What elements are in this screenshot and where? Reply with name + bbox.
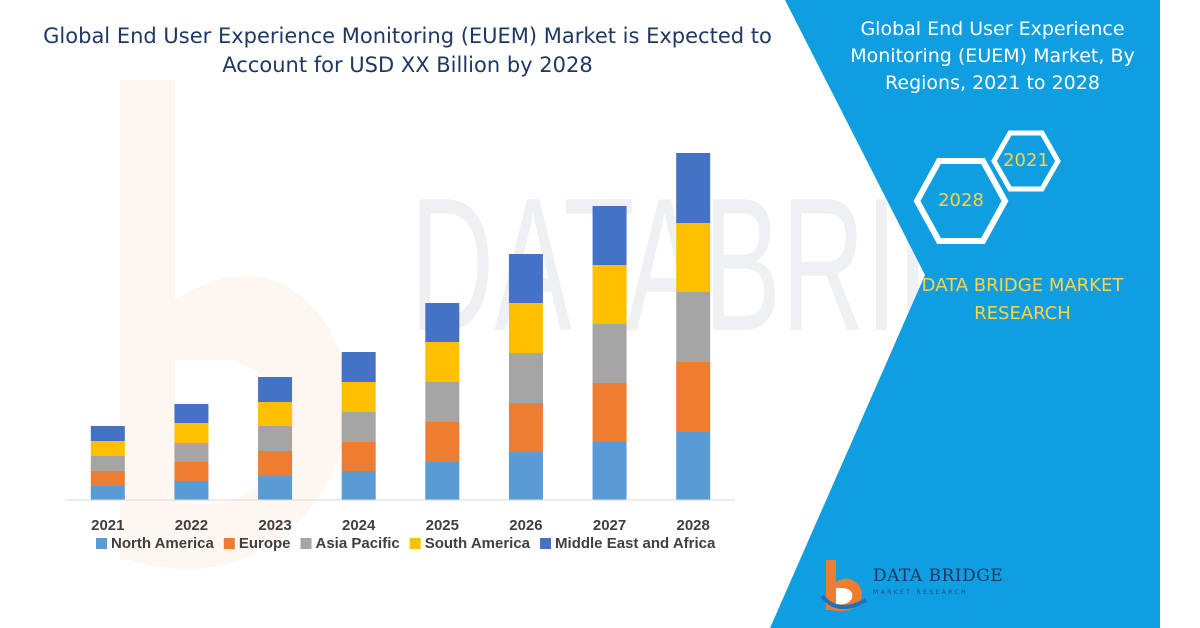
bar-2028-4 (676, 153, 711, 223)
bar-2027-2 (592, 324, 627, 383)
hex-2028-icon (913, 158, 1009, 244)
hex-2028-label: 2028 (938, 190, 984, 211)
x-tick-label: 2022 (175, 517, 208, 534)
bar-2021-1 (90, 471, 125, 486)
bar-2024-3 (341, 382, 376, 412)
bar-2028-2 (676, 292, 711, 362)
bar-2022-3 (174, 423, 209, 443)
stacked-bar-chart: 2021 2022 2023 2024 2025 2026 2027 2028 North Am… (66, 153, 735, 552)
bar-2025-1 (425, 422, 460, 462)
bar-2025-3 (425, 342, 460, 382)
x-tick-label: 2021 (91, 517, 124, 534)
bar-2023-1 (258, 451, 293, 476)
bar-2024-2 (341, 412, 376, 442)
logo-icon (820, 560, 867, 612)
hex-2021-icon (991, 130, 1061, 192)
legend-swatch-1 (223, 538, 235, 549)
bar-2022-2 (174, 443, 209, 462)
bar-2021-2 (90, 456, 125, 471)
x-tick-label: 2023 (258, 517, 291, 534)
bar-2027-0 (592, 442, 627, 500)
bar-2022-1 (174, 462, 209, 481)
panel-background (770, 0, 1160, 628)
bar-2023-4 (258, 377, 293, 402)
bar-2026-1 (508, 403, 543, 452)
x-tick-label: 2028 (677, 517, 710, 534)
x-tick-label: 2026 (509, 517, 542, 534)
bar-2027-1 (592, 383, 627, 442)
legend-swatch-4 (540, 538, 552, 549)
bar-2021-3 (90, 441, 125, 456)
bar-2024-1 (341, 442, 376, 471)
logo-subtext: MARKET RESEARCH (873, 589, 968, 596)
bar-2026-0 (508, 452, 543, 500)
legend-swatch-0 (96, 538, 107, 549)
bar-2023-3 (258, 402, 293, 426)
chart-title: Global End User Experience Monitoring (E… (43, 24, 772, 77)
bar-2025-0 (425, 462, 460, 500)
bar-2021-0 (90, 486, 125, 500)
logo-text: DATA BRIDGE (873, 566, 1004, 586)
bar-2028-1 (676, 362, 711, 432)
x-tick-label: 2025 (426, 517, 459, 534)
bar-2022-0 (174, 481, 209, 500)
bar-2026-3 (508, 303, 543, 353)
legend-swatch-2 (300, 538, 312, 549)
bar-2027-3 (592, 265, 627, 324)
bar-2025-2 (425, 382, 460, 422)
brand-name: DATA BRIDGE MARKET RESEARCH (921, 275, 1124, 324)
bar-2025-4 (425, 303, 460, 342)
x-tick-label: 2027 (593, 517, 626, 534)
bar-2022-4 (174, 404, 209, 423)
bar-2027-4 (592, 206, 627, 265)
legend-swatch-3 (409, 538, 421, 549)
bar-2023-0 (258, 476, 293, 500)
x-tick-label: 2024 (342, 517, 376, 534)
bar-2024-4 (341, 352, 376, 382)
legend-label-3: South America (425, 535, 531, 552)
legend-label-1: Europe (239, 535, 291, 552)
bar-2026-4 (508, 254, 543, 303)
bar-2023-2 (258, 426, 293, 451)
legend-label-4: Middle East and Africa (555, 535, 716, 552)
hex-2021-label: 2021 (1003, 150, 1049, 171)
panel-title: Global End User Experience Monitoring (E… (850, 18, 1135, 94)
bar-2028-3 (676, 223, 711, 292)
bar-2024-0 (341, 471, 376, 500)
bar-2021-4 (90, 426, 125, 441)
legend-label-0: North America (111, 535, 214, 552)
bar-2028-0 (676, 432, 711, 500)
bar-2026-2 (508, 353, 543, 403)
legend-label-2: Asia Pacific (316, 535, 400, 552)
